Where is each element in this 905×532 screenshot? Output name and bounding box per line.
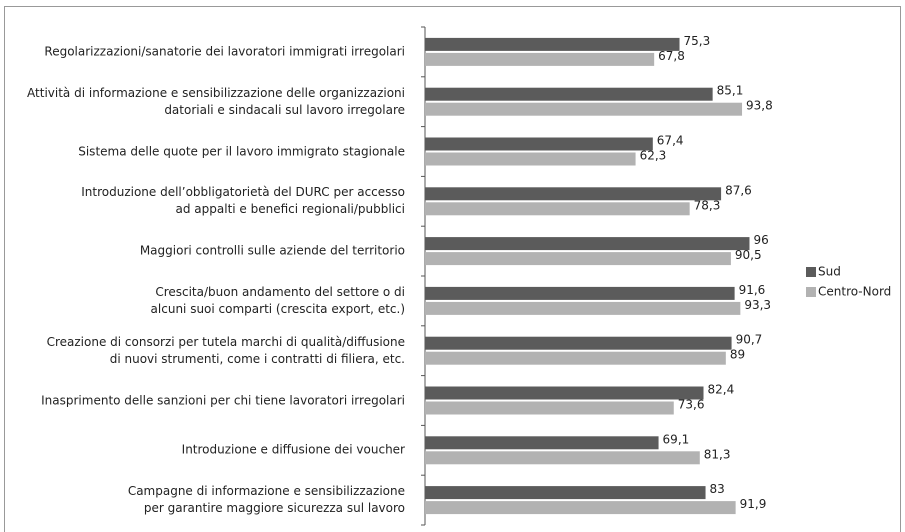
value-label: 83 — [710, 482, 725, 496]
bar — [425, 386, 704, 400]
value-label: 87,6 — [725, 183, 752, 197]
bar — [425, 37, 680, 51]
bar — [425, 286, 735, 300]
bar — [425, 237, 750, 251]
category-label: Maggiori controlli sulle aziende del ter… — [139, 243, 405, 258]
bar — [425, 52, 655, 66]
value-label: 96 — [753, 233, 768, 247]
bar — [425, 87, 713, 101]
category-label: Crescita/buon andamento del settore o di… — [150, 284, 405, 316]
legend-swatch — [806, 267, 816, 277]
value-label: 81,3 — [704, 447, 731, 461]
value-label: 73,6 — [678, 398, 705, 412]
frame — [4, 6, 901, 532]
value-label: 67,8 — [658, 49, 685, 63]
value-label: 85,1 — [717, 84, 744, 98]
bar — [425, 202, 690, 216]
category-label: Sistema delle quote per il lavoro immigr… — [78, 144, 405, 158]
value-label: 67,4 — [657, 134, 684, 148]
bar — [425, 486, 706, 500]
bar — [425, 501, 736, 515]
bar — [425, 436, 659, 450]
bar — [425, 351, 726, 365]
bar — [425, 102, 743, 116]
category-label: Regolarizzazioni/sanatorie dei lavorator… — [44, 44, 405, 59]
bar — [425, 137, 653, 151]
bar — [425, 451, 700, 465]
value-label: 91,9 — [740, 497, 767, 511]
value-label: 69,1 — [663, 432, 690, 446]
value-label: 89 — [730, 348, 745, 362]
category-label: Introduzione dell’obbligatorietà del DUR… — [81, 185, 405, 217]
value-label: 78,3 — [694, 198, 721, 212]
value-label: 90,7 — [736, 333, 763, 347]
legend-swatch — [806, 287, 816, 297]
value-label: 93,3 — [744, 298, 771, 312]
legend-label: Sud — [818, 265, 841, 279]
bar — [425, 301, 741, 315]
value-label: 90,5 — [735, 248, 762, 262]
value-label: 75,3 — [684, 34, 711, 48]
category-label: Creazione di consorzi per tutela marchi … — [46, 334, 405, 366]
bar — [425, 187, 722, 201]
value-label: 91,6 — [739, 283, 766, 297]
bar — [425, 252, 731, 266]
value-label: 82,4 — [708, 383, 735, 397]
category-label: Inasprimento delle sanzioni per chi tien… — [41, 393, 405, 407]
legend-label: Centro-Nord — [818, 285, 891, 299]
bar — [425, 401, 674, 415]
bar — [425, 152, 636, 166]
category-label: Introduzione e diffusione dei voucher — [181, 442, 405, 457]
value-label: 62,3 — [640, 149, 667, 163]
category-label: Campagne di informazione e sensibilizzaz… — [127, 484, 405, 516]
bar — [425, 336, 732, 350]
category-label: Attività di informazione e sensibilizzaz… — [27, 85, 405, 117]
value-label: 93,8 — [746, 99, 773, 113]
